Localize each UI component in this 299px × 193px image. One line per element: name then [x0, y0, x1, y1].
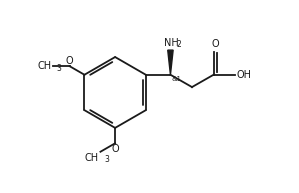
Text: 2: 2 [177, 40, 181, 49]
Text: O: O [111, 144, 119, 154]
Text: NH: NH [164, 38, 179, 48]
Polygon shape [168, 50, 173, 75]
Text: CH: CH [85, 152, 99, 163]
Text: CH: CH [37, 61, 51, 70]
Text: OH: OH [237, 70, 252, 80]
Text: 3: 3 [57, 64, 62, 73]
Text: 3: 3 [104, 155, 109, 164]
Text: O: O [65, 56, 73, 65]
Text: &1: &1 [172, 76, 182, 82]
Text: O: O [211, 39, 219, 49]
